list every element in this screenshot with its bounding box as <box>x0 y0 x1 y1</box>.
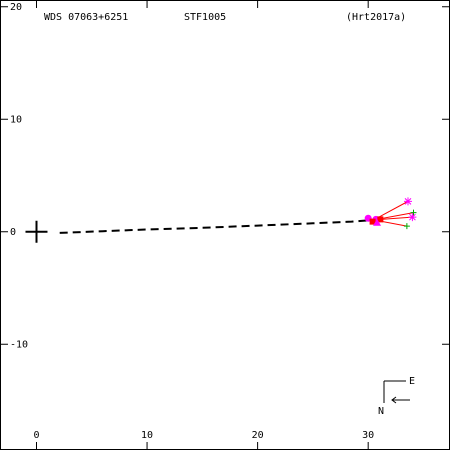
observation-asterisk <box>403 197 412 206</box>
observations-group <box>364 197 417 230</box>
compass-north-label: N <box>378 406 384 417</box>
y-tick-label: 20 <box>10 2 22 13</box>
x-tick-label: 0 <box>33 430 39 441</box>
observation-plus <box>410 209 417 216</box>
orbit-dashed-line <box>59 218 374 234</box>
observation-plus <box>403 223 410 230</box>
observation-square <box>369 218 376 225</box>
x-tick-label: 30 <box>362 430 374 441</box>
discoverer-label: STF1005 <box>184 12 226 23</box>
compass-east-label: E <box>409 376 415 387</box>
motion-arrow-icon <box>391 396 410 404</box>
observation-square <box>377 216 384 223</box>
x-tick-label: 10 <box>141 430 153 441</box>
y-tick-label: 10 <box>10 114 22 125</box>
x-tick-label: 20 <box>252 430 264 441</box>
reference-label: (Hrt2017a) <box>346 12 406 23</box>
observation-asterisk <box>408 213 417 222</box>
observation-triangle <box>373 218 382 226</box>
primary-star-group <box>25 220 48 243</box>
observation-asterisk-d2 <box>404 198 412 205</box>
compass: E N <box>378 376 415 417</box>
wds-id-label: WDS 07063+6251 <box>44 12 128 23</box>
y-tick-label: -10 <box>10 339 28 350</box>
orbit-path-group <box>59 218 374 234</box>
observation-asterisk-d2 <box>409 213 416 221</box>
y-tick-label: 0 <box>10 227 16 238</box>
